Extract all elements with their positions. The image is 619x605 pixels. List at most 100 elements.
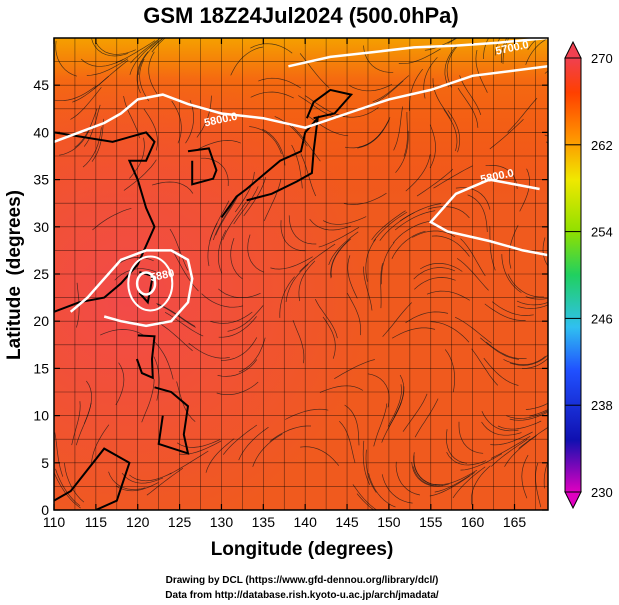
typhoon-contour (127, 255, 174, 312)
streamline (431, 235, 470, 257)
x-tick-label: 115 (85, 514, 108, 530)
streamline (426, 290, 470, 301)
streamline (392, 327, 436, 339)
streamline (460, 453, 503, 471)
streamline (427, 206, 470, 219)
streamline (217, 359, 258, 377)
streamline (299, 53, 330, 88)
streamline (95, 42, 136, 55)
streamline (416, 168, 454, 197)
streamline (414, 398, 439, 438)
streamline (509, 354, 548, 366)
credit-line-2: Data from http://database.rish.kyoto-u.a… (165, 590, 439, 601)
streamline (171, 100, 182, 144)
streamline (443, 109, 458, 152)
streamline (218, 316, 257, 338)
contour-line (54, 65, 548, 143)
streamline (210, 311, 253, 324)
streamline (380, 242, 395, 285)
streamline (399, 203, 442, 222)
streamline (501, 254, 522, 293)
streamline (454, 316, 492, 344)
streamline (217, 229, 227, 274)
streamline (446, 452, 487, 466)
streamline (490, 435, 531, 459)
x-tick-label: 150 (377, 514, 401, 530)
streamline (433, 165, 473, 189)
streamline (270, 256, 313, 270)
streamline (55, 468, 81, 507)
streamline (339, 420, 356, 463)
streamline (179, 440, 222, 455)
y-tick-label: 5 (41, 455, 49, 471)
x-tick-label: 140 (294, 514, 318, 530)
streamline (223, 424, 258, 455)
streamline (233, 186, 259, 225)
streamline (300, 446, 340, 466)
streamline (347, 255, 358, 299)
streamline (188, 342, 230, 359)
streamline (491, 301, 534, 316)
streamline (291, 126, 321, 162)
streamline (535, 462, 542, 508)
streamline (280, 220, 306, 252)
colorbar-tick-label: 270 (591, 51, 613, 66)
streamline (543, 460, 548, 489)
streamline (372, 75, 410, 103)
streamline (143, 108, 158, 151)
streamline (115, 482, 159, 492)
streamline (489, 119, 524, 150)
streamline (314, 299, 338, 339)
streamline (507, 97, 538, 133)
streamline (197, 140, 241, 150)
streamline (263, 179, 282, 221)
streamline (517, 304, 548, 309)
streamline (86, 58, 129, 76)
streamline (405, 311, 449, 324)
streamline (129, 40, 159, 75)
streamline (269, 425, 311, 442)
x-tick-label: 155 (419, 514, 443, 530)
streamline (139, 58, 150, 102)
streamline (285, 408, 329, 420)
streamline (70, 87, 102, 120)
streamline (529, 409, 548, 417)
streamline (292, 319, 305, 364)
streamline (123, 159, 157, 191)
streamline (250, 43, 293, 54)
streamline (483, 38, 489, 60)
streamline (328, 231, 359, 266)
contour-label: 5880 (149, 267, 175, 284)
streamline (444, 349, 456, 393)
x-axis-label: Longitude (degrees) (211, 539, 394, 560)
streamline (494, 38, 501, 56)
streamline (392, 220, 432, 244)
streamline (380, 263, 383, 309)
contour-line (288, 38, 548, 68)
x-tick-label: 160 (461, 514, 485, 530)
streamline (176, 439, 220, 448)
streamline (83, 380, 92, 424)
streamline (412, 230, 456, 238)
streamline (381, 402, 402, 443)
streamline (222, 201, 247, 241)
streamline (309, 218, 351, 231)
streamline (291, 144, 303, 189)
streamline (141, 379, 155, 423)
streamline (173, 253, 199, 292)
streamline (209, 200, 230, 242)
streamline (250, 91, 294, 99)
x-tick-label: 145 (335, 514, 359, 530)
colorbar-tick-label: 230 (591, 485, 613, 500)
streamline (507, 274, 544, 298)
streamline (215, 196, 239, 236)
streamline (123, 96, 140, 139)
contour-line (428, 178, 548, 257)
streamline (484, 303, 526, 321)
streamline (480, 337, 519, 360)
streamline (419, 263, 463, 272)
streamline (432, 78, 451, 119)
streamline (235, 171, 255, 213)
streamline (230, 46, 264, 76)
